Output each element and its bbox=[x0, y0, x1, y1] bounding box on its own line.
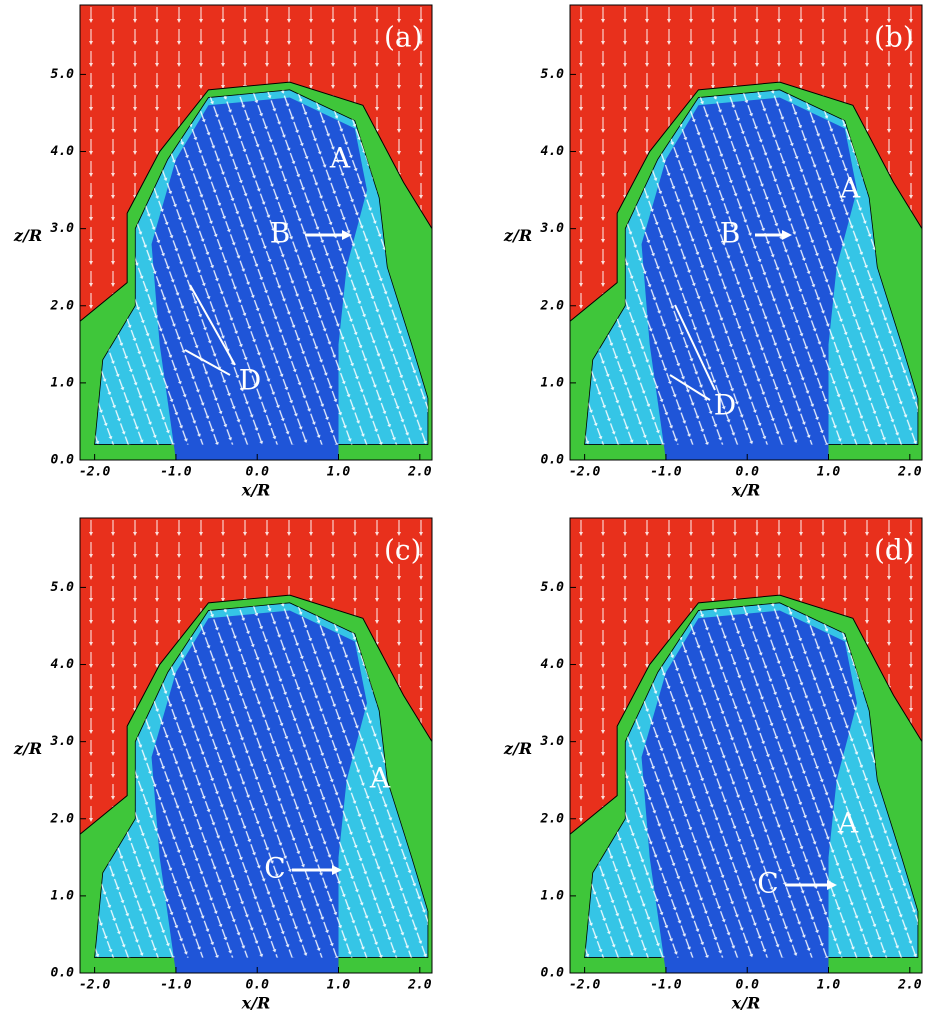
y-tick-label: 4.0 bbox=[51, 657, 75, 672]
x-tick-label: 1.0 bbox=[817, 978, 841, 993]
x-axis-label: x/R bbox=[731, 994, 761, 1013]
y-tick-label: 2.0 bbox=[540, 811, 565, 826]
y-tick-label: 3.0 bbox=[540, 221, 565, 236]
y-axis-label: z/R bbox=[503, 226, 532, 245]
y-tick-label: 1.0 bbox=[541, 888, 565, 903]
annotation-line bbox=[184, 349, 231, 376]
y-tick-label: 2.0 bbox=[50, 811, 75, 826]
x-tick-label: 1.0 bbox=[817, 465, 841, 480]
x-tick-label: 0.0 bbox=[735, 465, 759, 480]
annotation: B bbox=[720, 217, 741, 250]
panel-label: (c) bbox=[384, 534, 422, 567]
y-tick-label: 0.0 bbox=[541, 966, 565, 981]
y-axis-label: z/R bbox=[503, 739, 532, 758]
annotation: A bbox=[837, 807, 859, 840]
x-tick-label: 2.0 bbox=[407, 465, 432, 480]
annotation: D bbox=[239, 364, 261, 397]
x-axis-label: x/R bbox=[731, 481, 761, 500]
y-axis-label: z/R bbox=[13, 739, 42, 758]
y-tick-label: 5.0 bbox=[541, 580, 565, 595]
x-tick-label: -2.0 bbox=[79, 465, 110, 480]
y-tick-label: 2.0 bbox=[50, 298, 75, 313]
y-tick-label: 3.0 bbox=[540, 734, 565, 749]
x-tick-label: -2.0 bbox=[569, 465, 600, 480]
panel: (d) A C -2.0 -1.0 0.0 1.0 2.0 0.0 1.0 2.0 3.0 4.0 5.0… bbox=[503, 517, 923, 1013]
annotation: C bbox=[264, 852, 285, 885]
x-tick-label: -2.0 bbox=[79, 978, 110, 993]
x-tick-label: 1.0 bbox=[327, 465, 351, 480]
x-tick-label: 0.0 bbox=[245, 465, 269, 480]
y-tick-label: 5.0 bbox=[541, 67, 565, 82]
x-tick-label: 0.0 bbox=[735, 978, 759, 993]
x-axis-label: x/R bbox=[241, 994, 271, 1013]
arrow-head bbox=[827, 880, 837, 890]
jet-arrows bbox=[94, 602, 428, 958]
y-tick-label: 4.0 bbox=[541, 144, 565, 159]
panel-label: (d) bbox=[874, 534, 914, 567]
annotation: A bbox=[329, 142, 351, 175]
annotation: A bbox=[369, 762, 391, 795]
y-tick-label: 5.0 bbox=[51, 67, 75, 82]
x-axis-label: x/R bbox=[241, 481, 271, 500]
plot-frame bbox=[79, 517, 433, 974]
jet-arrows bbox=[584, 89, 918, 445]
y-tick-label: 4.0 bbox=[541, 657, 565, 672]
panel: (b) A B D -2.0 -1.0 0.0 1.0 2.0 0.0 1.0 2.0 3.0 4.0 5.… bbox=[503, 4, 923, 500]
y-tick-label: 2.0 bbox=[540, 298, 565, 313]
x-tick-label: -1.0 bbox=[650, 465, 681, 480]
y-tick-label: 0.0 bbox=[51, 966, 75, 981]
panel-label: (b) bbox=[874, 21, 914, 54]
x-tick-label: -1.0 bbox=[650, 978, 681, 993]
x-tick-label: 2.0 bbox=[897, 465, 922, 480]
x-tick-label: 0.0 bbox=[245, 978, 269, 993]
arrow-head bbox=[782, 230, 792, 240]
annotation: C bbox=[757, 867, 778, 900]
annotation-line bbox=[669, 374, 711, 401]
y-tick-label: 5.0 bbox=[51, 580, 75, 595]
x-tick-label: -2.0 bbox=[569, 978, 600, 993]
panel: (a) A B D -2.0 -1.0 0.0 1.0 2.0 0.0 1.0 2.0 3.0 4.0 5.… bbox=[13, 4, 433, 500]
x-tick-label: -1.0 bbox=[160, 978, 191, 993]
plot-frame bbox=[569, 4, 923, 461]
panel-label: (a) bbox=[384, 21, 423, 54]
x-tick-label: 2.0 bbox=[407, 978, 432, 993]
y-tick-label: 1.0 bbox=[51, 888, 75, 903]
arrow-head bbox=[332, 865, 342, 875]
y-tick-label: 1.0 bbox=[51, 375, 75, 390]
y-tick-label: 3.0 bbox=[50, 221, 75, 236]
y-axis-label: z/R bbox=[13, 226, 42, 245]
jet-arrows bbox=[94, 89, 428, 445]
plot-frame bbox=[569, 517, 923, 974]
annotation-line bbox=[674, 304, 716, 391]
x-tick-label: -1.0 bbox=[160, 465, 191, 480]
annotation-line bbox=[189, 284, 236, 366]
y-tick-label: 0.0 bbox=[51, 453, 75, 468]
annotation: A bbox=[839, 172, 861, 205]
plot-frame bbox=[79, 4, 433, 461]
jet-arrows bbox=[584, 602, 918, 958]
y-tick-label: 0.0 bbox=[541, 453, 565, 468]
y-tick-label: 4.0 bbox=[51, 144, 75, 159]
annotation: B bbox=[270, 217, 291, 250]
annotation: D bbox=[714, 389, 736, 422]
arrow-head bbox=[342, 230, 352, 240]
x-tick-label: 2.0 bbox=[897, 978, 922, 993]
x-tick-label: 1.0 bbox=[327, 978, 351, 993]
y-tick-label: 1.0 bbox=[541, 375, 565, 390]
y-tick-label: 3.0 bbox=[50, 734, 75, 749]
panel: (c) A C -2.0 -1.0 0.0 1.0 2.0 0.0 1.0 2.0 3.0 4.0 5.0… bbox=[13, 517, 433, 1013]
